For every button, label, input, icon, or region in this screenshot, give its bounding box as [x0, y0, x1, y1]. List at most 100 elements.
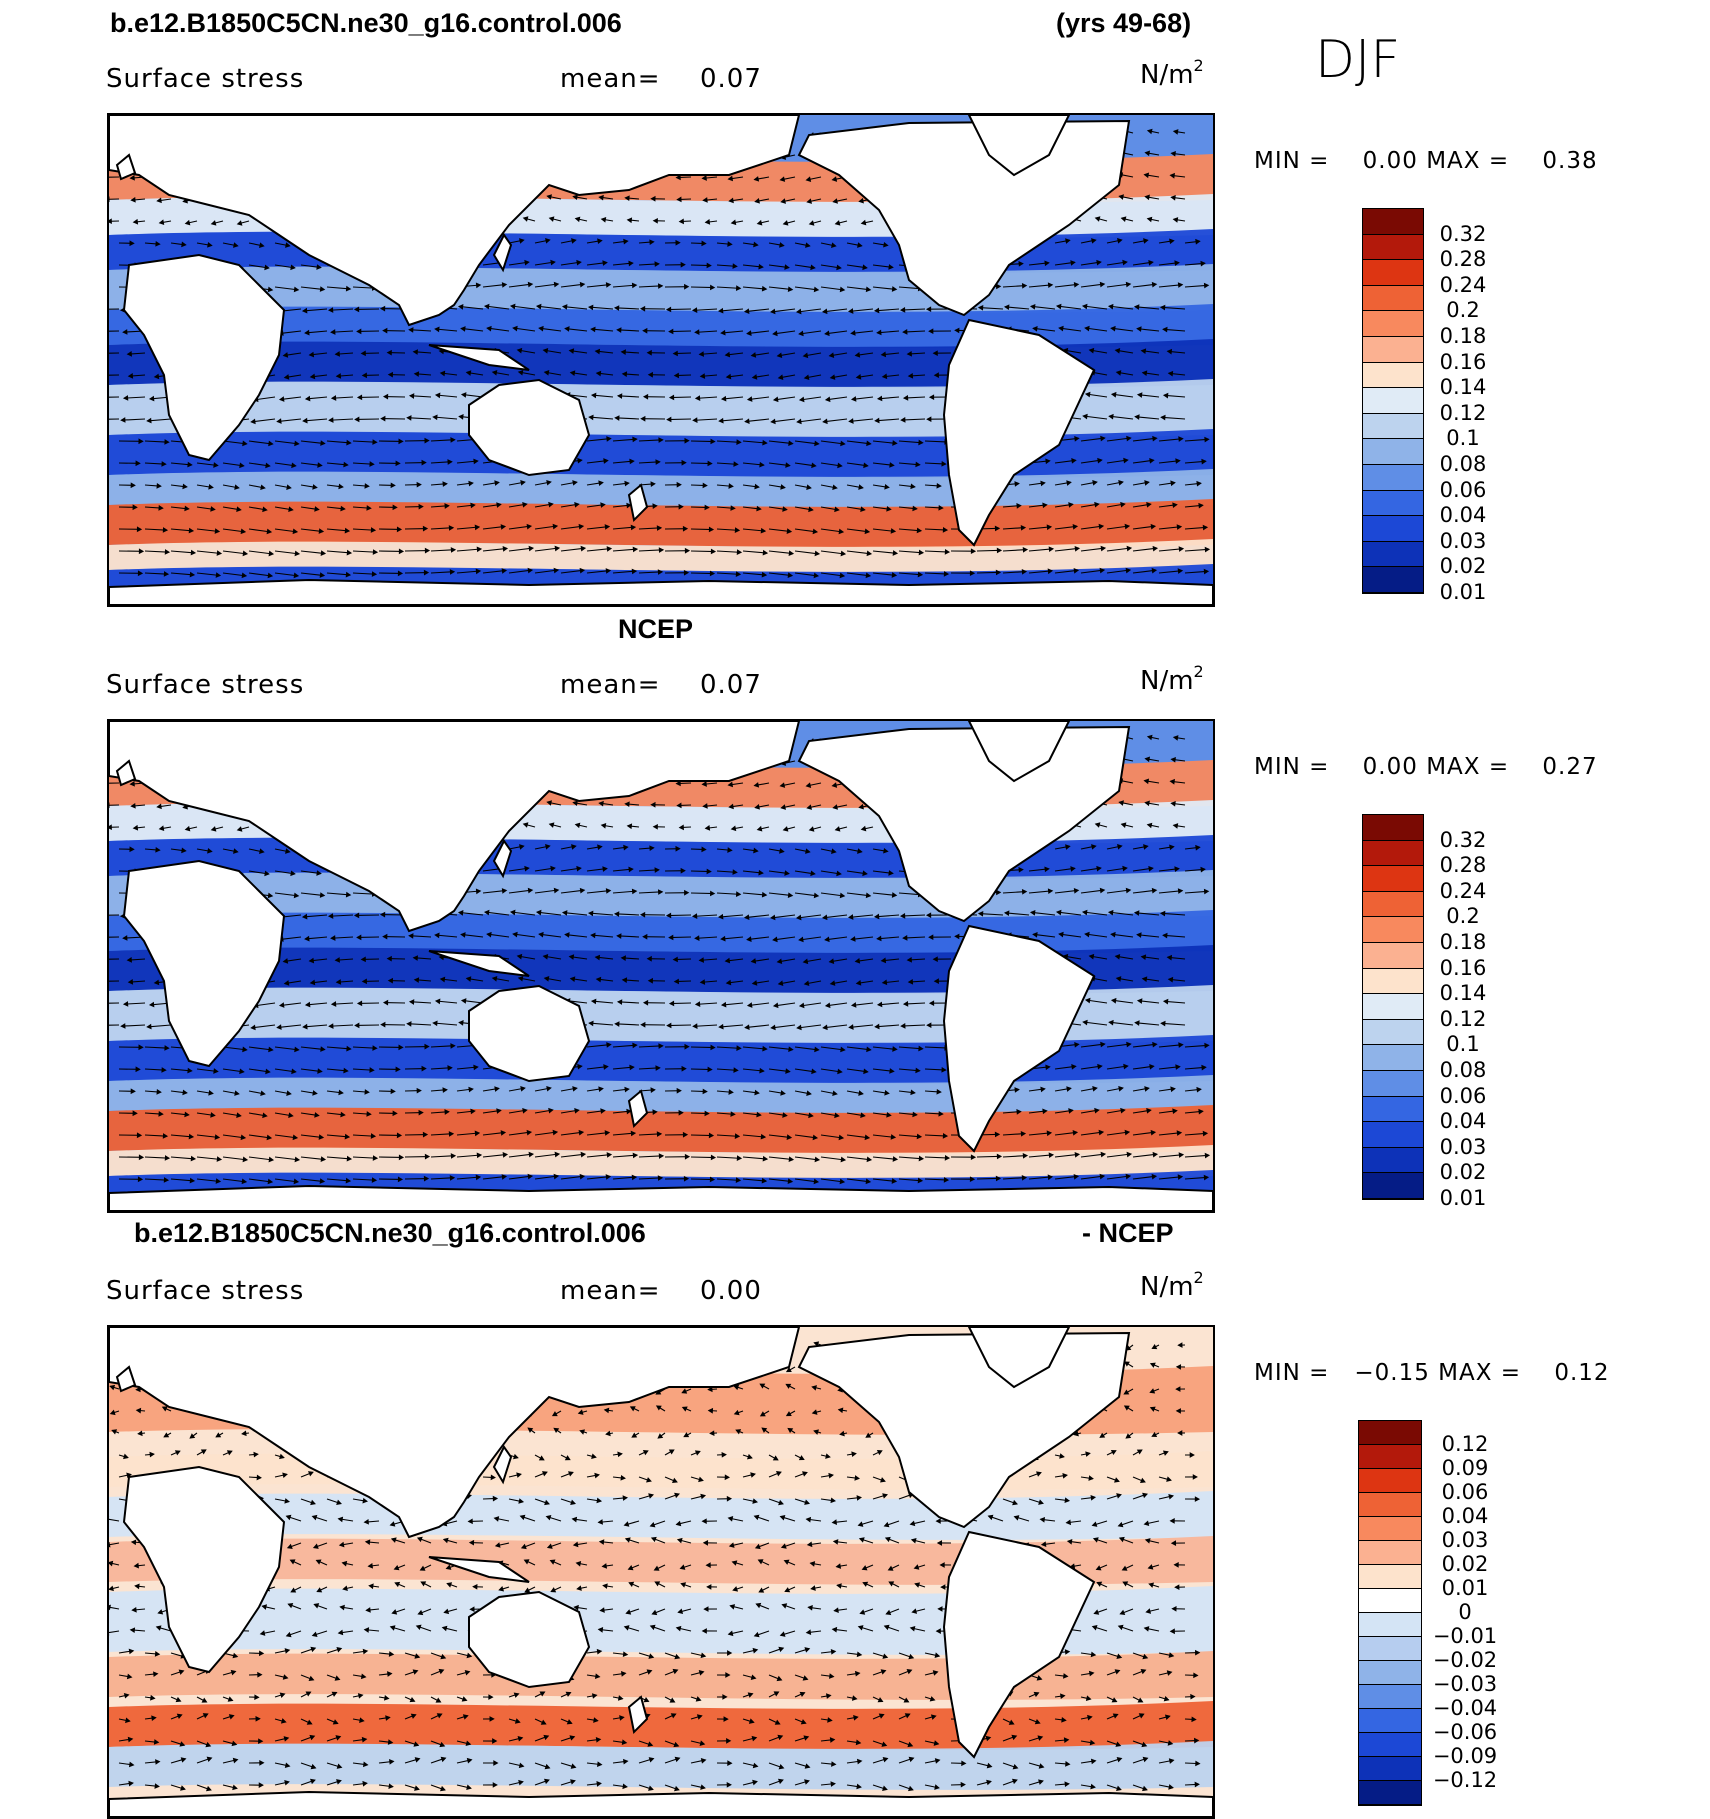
colorbar-swatch — [1359, 1613, 1421, 1637]
variable-label-1: Surface stress — [106, 64, 305, 94]
colorbar-tick-label: 0.02 — [1439, 1160, 1487, 1185]
minmax-1: MIN = 0.00 MAX = 0.38 — [1254, 148, 1598, 174]
colorbar-swatch — [1359, 1565, 1421, 1589]
colorbar-swatch — [1363, 1071, 1423, 1097]
colorbar-tick-label: 0.16 — [1439, 349, 1487, 374]
units-label-2: N/m2 — [1140, 662, 1204, 696]
colorbar-swatch — [1363, 362, 1423, 389]
colorbar-swatch — [1363, 490, 1423, 517]
colorbar-tick-label: 0.01 — [1439, 1186, 1487, 1210]
colorbar-swatch — [1363, 1147, 1423, 1174]
colorbar-swatch — [1363, 311, 1423, 337]
map-model — [107, 113, 1215, 607]
colorbar-swatch — [1363, 840, 1423, 867]
colorbar-swatch — [1359, 1709, 1421, 1733]
colorbar-tick-label: 0 — [1458, 1600, 1472, 1624]
colorbar-swatch — [1363, 866, 1423, 892]
colorbar-swatch — [1359, 1757, 1421, 1781]
colorbar-tick-label: 0.09 — [1441, 1456, 1489, 1480]
colorbar-tick-label: −0.12 — [1432, 1768, 1498, 1792]
map-difference — [107, 1325, 1215, 1819]
colorbar-swatch — [1363, 1019, 1423, 1046]
colorbar-tick-label: −0.06 — [1432, 1720, 1498, 1744]
colorbar-swatch — [1363, 815, 1423, 841]
mean-value-1: 0.07 — [700, 64, 762, 94]
colorbar-tick-label: 0.14 — [1439, 375, 1487, 400]
colorbar-swatch — [1359, 1445, 1421, 1469]
colorbar-swatch — [1363, 209, 1423, 235]
case-title: b.e12.B1850C5CN.ne30_g16.control.006 — [110, 8, 622, 38]
colorbar-swatch — [1359, 1781, 1421, 1805]
colorbar-tick-label: 0.24 — [1439, 272, 1487, 297]
years-label: (yrs 49-68) — [1056, 8, 1192, 38]
colorbar-swatch — [1359, 1493, 1421, 1517]
colorbar-tick-label: 0.28 — [1439, 853, 1487, 878]
colorbar-swatch — [1359, 1541, 1421, 1565]
mean-label-2: mean= — [560, 670, 661, 700]
colorbar-swatch — [1359, 1733, 1421, 1757]
colorbar-tick-label: 0.03 — [1439, 528, 1487, 553]
colorbar-tick-label: −0.04 — [1432, 1696, 1498, 1720]
colorbar-swatch — [1363, 943, 1423, 969]
colorbar-tick-label: 0.12 — [1439, 1006, 1487, 1031]
colorbar-tick-label: 0.12 — [1439, 400, 1487, 425]
colorbar-swatch — [1363, 234, 1423, 261]
colorbar-tick-label: 0.06 — [1441, 1480, 1489, 1504]
ncep-title: NCEP — [618, 614, 694, 644]
colorbar-swatch — [1359, 1517, 1421, 1541]
colorbar-tick-label: 0.02 — [1439, 554, 1487, 579]
colorbar-tick-label: 0.32 — [1439, 221, 1487, 246]
colorbar-swatch — [1363, 1096, 1423, 1123]
colorbar-swatch — [1359, 1589, 1421, 1613]
mean-value-2: 0.07 — [700, 670, 762, 700]
colorbar-tick-label: 0.2 — [1446, 904, 1480, 929]
units-label-3: N/m2 — [1140, 1268, 1204, 1302]
colorbar-swatch — [1363, 1045, 1423, 1071]
colorbar-swatch — [1363, 968, 1423, 995]
minmax-2: MIN = 0.00 MAX = 0.27 — [1254, 754, 1598, 780]
colorbar-tick-label: 0.06 — [1439, 477, 1487, 502]
colorbar-tick-label: 0.16 — [1439, 955, 1487, 980]
colorbar-swatch — [1359, 1421, 1421, 1445]
minmax-3: MIN = −0.15 MAX = 0.12 — [1254, 1360, 1610, 1386]
colorbar-swatch — [1363, 516, 1423, 542]
variable-label-3: Surface stress — [106, 1276, 305, 1306]
variable-label-2: Surface stress — [106, 670, 305, 700]
colorbar-swatch — [1363, 439, 1423, 465]
mean-value-3: 0.00 — [700, 1276, 762, 1306]
colorbar-tick-label: 0.14 — [1439, 981, 1487, 1006]
colorbar-tick-label: 0.06 — [1439, 1083, 1487, 1108]
colorbar-swatch — [1363, 891, 1423, 918]
colorbar-tick-label: 0.03 — [1441, 1528, 1489, 1552]
colorbar-tick-label: 0.1 — [1446, 426, 1480, 451]
colorbar-swatch — [1359, 1637, 1421, 1661]
colorbar-tick-label: 0.28 — [1439, 247, 1487, 272]
colorbar-tick-label: 0.1 — [1446, 1032, 1480, 1057]
colorbar-tick-label: 0.18 — [1439, 324, 1487, 348]
colorbar-tick-label: −0.02 — [1432, 1648, 1498, 1672]
colorbar-tick-label: 0.01 — [1441, 1576, 1489, 1600]
mean-label-3: mean= — [560, 1276, 661, 1306]
colorbar-1 — [1362, 208, 1424, 594]
colorbar-tick-label: 0.04 — [1439, 503, 1487, 528]
colorbar-tick-label: 0.03 — [1439, 1134, 1487, 1159]
colorbar-tick-label: 0.32 — [1439, 827, 1487, 852]
units-label-1: N/m2 — [1140, 56, 1204, 90]
colorbar-tick-label: 0.08 — [1439, 1058, 1487, 1082]
colorbar-tick-label: −0.01 — [1432, 1624, 1498, 1648]
colorbar-swatch — [1363, 1173, 1423, 1199]
colorbar-swatch — [1363, 541, 1423, 568]
colorbar-swatch — [1363, 1122, 1423, 1148]
colorbar-tick-label: 0.18 — [1439, 930, 1487, 954]
colorbar-swatch — [1359, 1661, 1421, 1685]
mean-label-1: mean= — [560, 64, 661, 94]
colorbar-tick-label: −0.03 — [1432, 1672, 1498, 1696]
colorbar-swatch — [1363, 388, 1423, 414]
colorbar-3 — [1358, 1420, 1422, 1806]
colorbar-swatch — [1363, 567, 1423, 593]
colorbar-swatch — [1363, 337, 1423, 363]
colorbar-tick-label: 0.12 — [1441, 1432, 1489, 1456]
colorbar-swatch — [1359, 1685, 1421, 1709]
colorbar-swatch — [1363, 465, 1423, 491]
colorbar-tick-label: 0.2 — [1446, 298, 1480, 323]
